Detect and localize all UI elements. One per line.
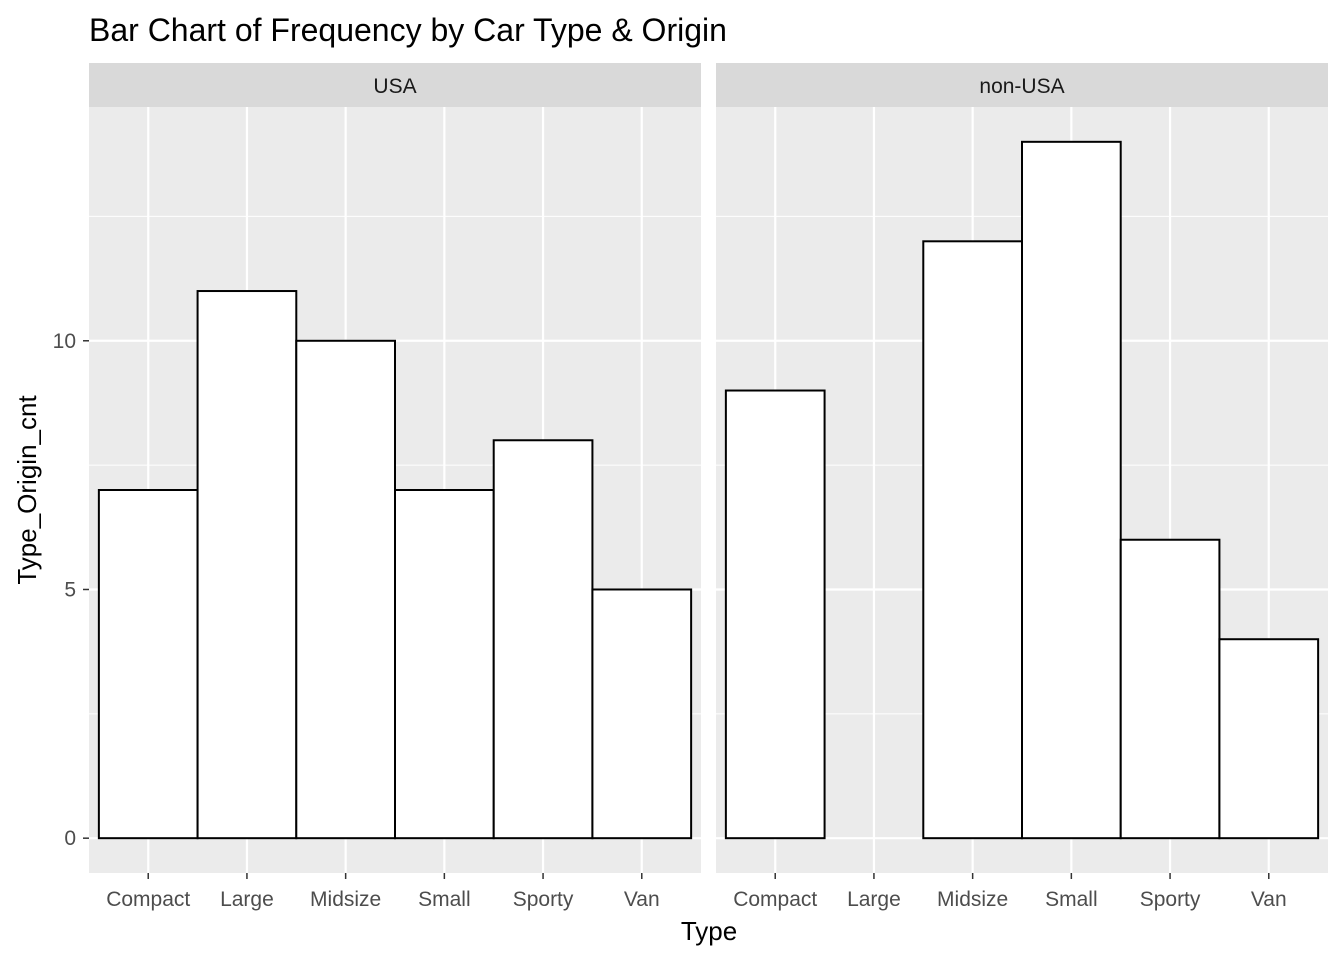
bar-van — [591, 588, 693, 840]
bar-sporty — [492, 439, 594, 840]
x-axis-title: Type — [681, 916, 737, 946]
x-tick-label: Large — [220, 888, 274, 911]
x-tick-label: Van — [1251, 888, 1287, 911]
y-tick-label: 0 — [64, 827, 76, 850]
facet-panel-usa: USA Compact Large Midsize Small Sporty Van 0 5 10 — [53, 63, 701, 911]
bar-sporty — [1119, 538, 1221, 840]
panels-layer: USA Compact Large Midsize Small Sporty Van 0 5 10… — [53, 63, 1328, 911]
y-axis-title: Type_Origin_cnt — [12, 395, 42, 585]
x-tick-label: Small — [1045, 888, 1098, 911]
bar-midsize — [295, 339, 396, 840]
bar-compact — [724, 389, 826, 840]
x-tick-label: Compact — [106, 888, 190, 911]
bar-small — [394, 489, 495, 840]
chart-title: Bar Chart of Frequency by Car Type & Ori… — [89, 12, 727, 48]
facet-strip — [89, 63, 701, 107]
x-tick-label: Midsize — [310, 888, 381, 911]
facet-strip — [716, 63, 1328, 107]
bar-midsize — [922, 240, 1024, 840]
facet-strip-label: USA — [373, 75, 416, 98]
x-tick-label: Sporty — [1140, 888, 1201, 911]
x-tick-label: Large — [847, 888, 901, 911]
x-tick-label: Sporty — [513, 888, 574, 911]
x-tick-label: Compact — [733, 888, 817, 911]
y-tick-label: 10 — [53, 330, 76, 353]
facet-strip-label: non-USA — [979, 75, 1064, 98]
x-tick-label: Van — [624, 888, 660, 911]
bar-van — [1218, 638, 1320, 840]
x-tick-label: Midsize — [937, 888, 1008, 911]
bar-compact — [97, 489, 199, 840]
bar-small — [1021, 140, 1122, 840]
facet-panel-non-usa: non-USA Compact Large Midsize Small Sporty Van — [716, 63, 1328, 911]
bar-large — [196, 290, 298, 840]
x-tick-label: Small — [418, 888, 471, 911]
y-tick-label: 5 — [64, 578, 76, 601]
